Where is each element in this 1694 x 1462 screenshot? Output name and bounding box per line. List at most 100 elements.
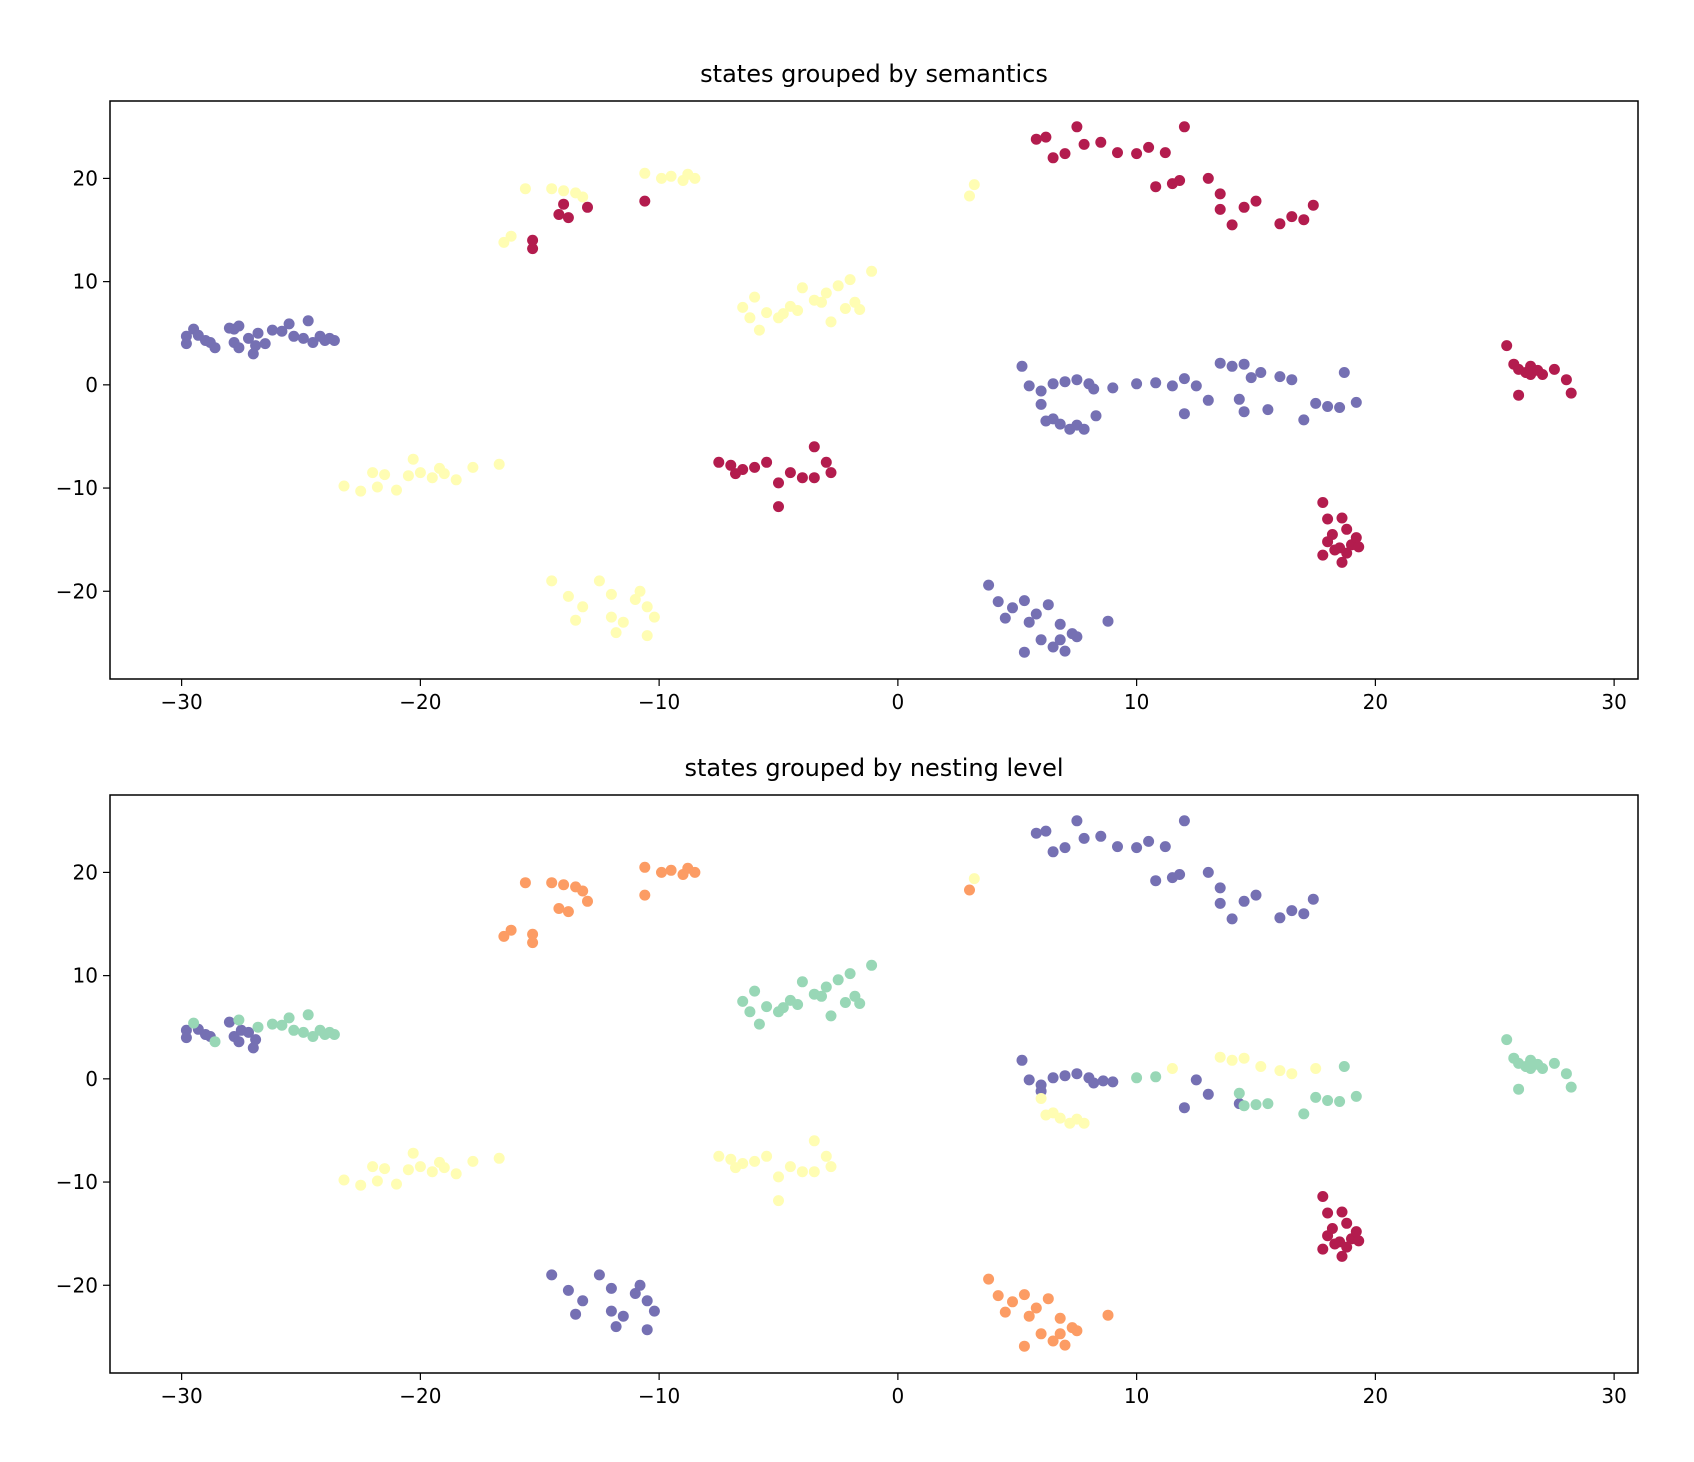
data-point (577, 601, 589, 613)
data-point (379, 1163, 391, 1175)
data-point (1166, 380, 1178, 392)
x-tick-label: −10 (638, 690, 680, 714)
data-point (1338, 1061, 1350, 1072)
data-point (252, 327, 264, 339)
data-point (1245, 372, 1257, 384)
data-point (1174, 869, 1186, 880)
data-point (402, 470, 414, 482)
data-point (1317, 1243, 1329, 1255)
data-point (761, 1001, 773, 1013)
data-point (1307, 199, 1319, 211)
data-point (297, 1026, 309, 1038)
data-point (983, 1273, 995, 1285)
data-point (1274, 371, 1286, 383)
x-tick-label: 10 (1124, 1384, 1149, 1408)
y-tick-label: 20 (73, 166, 98, 190)
data-point (1059, 1339, 1071, 1351)
data-point (498, 236, 510, 248)
data-point (792, 999, 804, 1010)
data-point (577, 885, 589, 897)
data-point (1238, 1052, 1250, 1064)
data-point (562, 1284, 574, 1296)
data-point (1548, 363, 1560, 375)
data-point (1565, 1081, 1577, 1093)
data-point (302, 315, 314, 327)
data-point (1042, 1293, 1054, 1305)
data-point (582, 895, 593, 907)
data-point (391, 1178, 402, 1190)
data-point (1095, 136, 1107, 148)
data-point (1054, 618, 1066, 630)
chart-title: states grouped by nesting level (684, 754, 1063, 782)
y-tick-label: 10 (73, 964, 98, 988)
data-point (1159, 147, 1171, 159)
data-point (493, 1152, 505, 1164)
data-point (820, 981, 832, 993)
chart-bottom: states grouped by nesting level −30 −20 −1… (56, 754, 1639, 1408)
data-point (1286, 905, 1298, 917)
data-point (1214, 188, 1226, 200)
data-point (1040, 415, 1052, 427)
data-point (570, 1308, 582, 1320)
data-point (505, 230, 517, 242)
data-point (1513, 389, 1525, 401)
data-point (302, 1009, 314, 1021)
data-point (1030, 608, 1042, 620)
data-point (605, 1282, 617, 1294)
data-point (737, 995, 749, 1007)
x-tick-label: −30 (161, 1384, 203, 1408)
data-point (1501, 340, 1513, 352)
data-point (1560, 374, 1572, 386)
data-point (553, 903, 565, 914)
data-point (1018, 646, 1030, 658)
data-point (1150, 181, 1162, 193)
data-point (1255, 367, 1267, 378)
data-point (1202, 172, 1214, 184)
x-tick-label: 20 (1363, 690, 1388, 714)
data-point (1018, 1340, 1030, 1352)
data-point (1310, 1091, 1322, 1103)
data-point (777, 308, 789, 320)
scatter-points (180, 121, 1577, 658)
plot-frame (109, 100, 1639, 680)
data-point (1054, 1112, 1066, 1124)
data-point (1250, 889, 1262, 901)
data-point (808, 441, 820, 453)
data-point (796, 1166, 808, 1178)
data-point (968, 873, 980, 885)
data-point (355, 485, 367, 497)
data-point (1178, 373, 1190, 385)
data-point (648, 611, 660, 623)
data-point (562, 590, 574, 602)
data-point (1513, 1083, 1525, 1095)
data-point (1226, 360, 1238, 372)
data-point (233, 342, 245, 354)
data-point (209, 1036, 221, 1048)
data-point (1202, 1088, 1214, 1100)
data-point (1178, 408, 1190, 420)
data-point (379, 469, 391, 481)
data-point (1322, 513, 1334, 525)
x-axis: −30 −20 −10 0 10 20 30 (161, 1373, 1627, 1408)
data-point (402, 1164, 414, 1176)
data-point (1322, 536, 1334, 548)
data-point (1023, 1074, 1035, 1086)
data-point (749, 1155, 761, 1167)
data-point (407, 1147, 419, 1159)
data-point (553, 209, 565, 220)
data-point (1350, 1226, 1362, 1238)
x-tick-label: −10 (638, 1384, 680, 1408)
data-point (1341, 523, 1353, 535)
data-point (1350, 396, 1362, 408)
data-point (737, 301, 749, 313)
data-point (749, 291, 761, 303)
data-point (527, 243, 539, 255)
data-point (283, 318, 295, 330)
data-point (1336, 556, 1348, 568)
data-point (328, 1029, 340, 1040)
y-tick-label: 0 (85, 1067, 98, 1091)
data-point (1322, 401, 1334, 412)
data-point (629, 594, 641, 605)
data-point (1298, 1108, 1310, 1120)
data-point (1532, 364, 1544, 376)
